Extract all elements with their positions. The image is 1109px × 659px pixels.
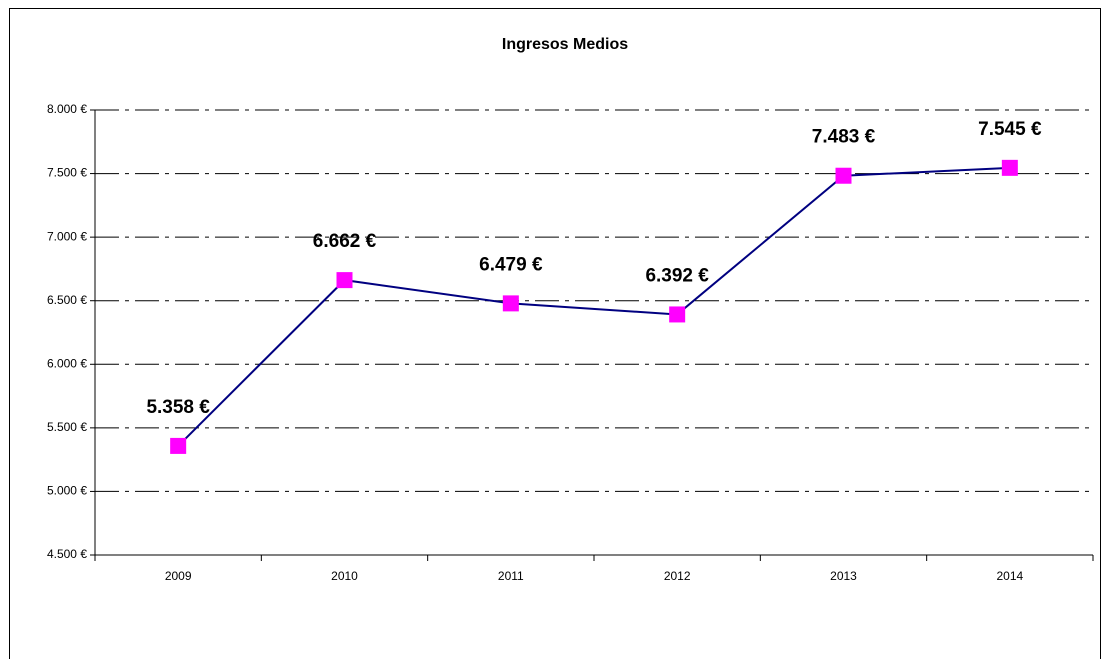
marker [1001, 159, 1018, 176]
y-tick-label: 7.500 € [47, 166, 87, 180]
marker [502, 295, 519, 312]
y-tick-label: 6.500 € [47, 293, 87, 307]
x-tick-label: 2009 [165, 569, 192, 583]
y-tick-label: 5.500 € [47, 420, 87, 434]
data-label: 5.358 € [146, 397, 210, 418]
data-label: 6.479 € [479, 254, 543, 275]
marker [336, 272, 353, 289]
line-series [177, 166, 1010, 447]
y-tick-label: 6.000 € [47, 356, 87, 370]
y-tick-label: 7.000 € [47, 229, 87, 243]
x-tick-label: 2010 [331, 569, 358, 583]
marker [669, 306, 686, 323]
data-label: 7.545 € [978, 119, 1042, 140]
data-label: 7.483 € [812, 127, 876, 148]
chart-frame [9, 8, 1101, 659]
x-tick-label: 2014 [996, 569, 1023, 583]
y-tick-label: 8.000 € [47, 102, 87, 116]
chart-title: Ingresos Medios [502, 36, 628, 53]
marker [835, 167, 852, 184]
y-tick-label: 5.000 € [47, 484, 87, 498]
marker [170, 437, 187, 454]
data-label: 6.662 € [313, 231, 377, 252]
data-label: 6.392 € [645, 265, 709, 286]
x-tick-label: 2012 [664, 569, 691, 583]
y-tick-label: 4.500 € [47, 547, 87, 561]
x-tick-label: 2011 [498, 569, 524, 583]
x-tick-label: 2013 [830, 569, 857, 583]
